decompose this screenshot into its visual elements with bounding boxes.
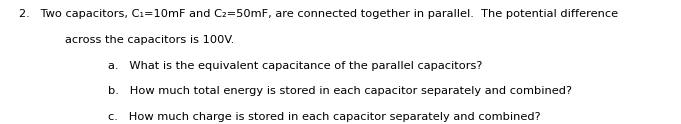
Text: c.   How much charge is stored in each capacitor separately and combined?: c. How much charge is stored in each cap… xyxy=(108,112,540,122)
Text: a.   What is the equivalent capacitance of the parallel capacitors?: a. What is the equivalent capacitance of… xyxy=(108,61,482,71)
Text: 2.   Two capacitors, C₁=10mF and C₂=50mF, are connected together in parallel.  T: 2. Two capacitors, C₁=10mF and C₂=50mF, … xyxy=(19,9,618,19)
Text: b.   How much total energy is stored in each capacitor separately and combined?: b. How much total energy is stored in ea… xyxy=(108,86,571,96)
Text: across the capacitors is 100V.: across the capacitors is 100V. xyxy=(65,35,234,45)
